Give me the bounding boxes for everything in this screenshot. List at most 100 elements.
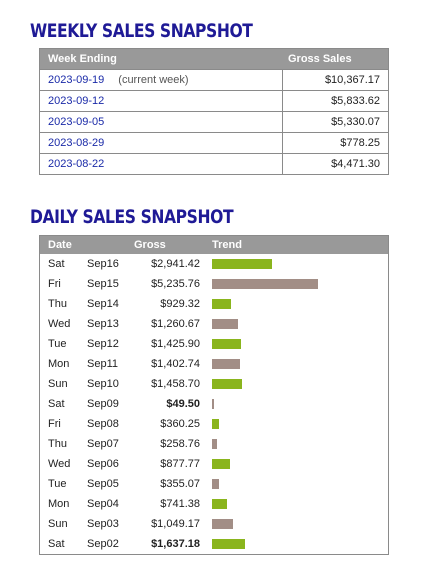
date-cell: Sep13 xyxy=(87,318,119,330)
date-cell: Sep03 xyxy=(87,518,119,530)
weekly-header-row: Week Ending Gross Sales xyxy=(39,48,389,70)
trend-cell xyxy=(206,294,389,314)
gross-cell: $258.76 xyxy=(160,438,200,450)
gross-cell: $355.07 xyxy=(160,478,200,490)
date-header: Date xyxy=(39,235,87,254)
trend-cell xyxy=(206,374,389,394)
week-date-cell: 2023-09-19 (current week) xyxy=(39,69,283,91)
date-cell: Sep12 xyxy=(87,338,119,350)
trend-bar xyxy=(212,379,242,390)
date-cell: Sep02 xyxy=(87,538,119,550)
week-date-link[interactable]: 2023-09-05 xyxy=(48,116,105,128)
day-cell: Tue xyxy=(48,478,67,490)
table-row: Fri Sep08 $360.25 xyxy=(40,414,389,434)
week-ending-header: Week Ending xyxy=(39,48,282,70)
date-cell: Sep07 xyxy=(87,438,119,450)
table-row: 2023-09-05 $5,330.07 xyxy=(39,111,389,133)
trend-cell xyxy=(206,334,389,354)
day-cell: Thu xyxy=(48,298,67,310)
week-date-link[interactable]: 2023-08-22 xyxy=(48,158,105,170)
week-date-link[interactable]: 2023-08-29 xyxy=(48,137,105,149)
week-date-cell: 2023-09-05 xyxy=(39,111,283,133)
table-row: Sat Sep09 $49.50 xyxy=(40,394,389,414)
day-cell: Mon xyxy=(48,498,70,510)
trend-bar xyxy=(212,399,214,410)
trend-cell xyxy=(206,254,389,274)
trend-bar xyxy=(212,339,241,350)
day-cell: Sun xyxy=(48,518,68,530)
gross-cell: $929.32 xyxy=(160,298,200,310)
gross-cell: $1,402.74 xyxy=(151,358,200,370)
trend-bar xyxy=(212,259,272,270)
date-cell: Sep16 xyxy=(87,258,119,270)
day-cell: Fri xyxy=(48,278,61,290)
date-cell: Sep11 xyxy=(87,358,118,370)
gross-cell: $1,260.67 xyxy=(151,318,200,330)
table-row: Tue Sep12 $1,425.90 xyxy=(40,334,389,354)
daily-section-title: DAILY SALES SNAPSHOT xyxy=(30,206,234,228)
day-cell: Mon xyxy=(48,358,70,370)
gross-cell: $741.38 xyxy=(160,498,200,510)
trend-bar xyxy=(212,279,318,290)
week-gross-cell: $4,471.30 xyxy=(282,153,389,175)
table-row: Fri Sep15 $5,235.76 xyxy=(40,274,389,294)
table-row: 2023-09-19 (current week) $10,367.17 xyxy=(39,69,389,91)
day-cell: Sun xyxy=(48,378,68,390)
trend-bar xyxy=(212,479,219,490)
gross-sales-header: Gross Sales xyxy=(282,48,389,70)
week-date-link[interactable]: 2023-09-19 xyxy=(48,74,105,86)
table-row: Wed Sep13 $1,260.67 xyxy=(40,314,389,334)
day-cell: Sat xyxy=(48,258,65,270)
table-row: Wed Sep06 $877.77 xyxy=(40,454,389,474)
day-cell: Thu xyxy=(48,438,67,450)
day-cell: Sat xyxy=(48,538,65,550)
gross-cell: $877.77 xyxy=(160,458,200,470)
gross-cell: $5,235.76 xyxy=(151,278,200,290)
week-gross-cell: $5,330.07 xyxy=(282,111,389,133)
daily-header-row: Date Gross Trend xyxy=(39,235,389,254)
trend-cell xyxy=(206,354,389,374)
table-row: Mon Sep11 $1,402.74 xyxy=(40,354,389,374)
trend-bar xyxy=(212,539,245,550)
current-week-note: (current week) xyxy=(118,74,189,86)
day-cell: Tue xyxy=(48,338,67,350)
date-cell: Sep06 xyxy=(87,458,119,470)
week-date-cell: 2023-08-29 xyxy=(39,132,283,154)
trend-bar xyxy=(212,459,230,470)
trend-cell xyxy=(206,534,389,555)
trend-cell xyxy=(206,514,389,534)
trend-bar xyxy=(212,439,217,450)
gross-cell: $1,049.17 xyxy=(151,518,200,530)
gross-cell: $360.25 xyxy=(160,418,200,430)
week-date-link[interactable]: 2023-09-12 xyxy=(48,95,105,107)
table-row: Sun Sep03 $1,049.17 xyxy=(40,514,389,534)
trend-bar xyxy=(212,519,233,530)
date-cell: Sep05 xyxy=(87,478,119,490)
date-cell: Sep14 xyxy=(87,298,119,310)
trend-cell xyxy=(206,474,389,494)
gross-cell: $2,941.42 xyxy=(151,258,200,270)
week-date-cell: 2023-08-22 xyxy=(39,153,283,175)
weekly-sales-table: Week Ending Gross Sales 2023-09-19 (curre… xyxy=(39,48,389,175)
week-gross-cell: $778.25 xyxy=(282,132,389,154)
table-row: 2023-08-22 $4,471.30 xyxy=(39,153,389,175)
day-cell: Wed xyxy=(48,458,71,470)
trend-cell xyxy=(206,274,389,294)
trend-cell xyxy=(206,394,389,414)
table-row: 2023-09-12 $5,833.62 xyxy=(39,90,389,112)
table-row: Mon Sep04 $741.38 xyxy=(40,494,389,514)
gross-header: Gross xyxy=(134,235,206,254)
trend-cell xyxy=(206,434,389,454)
table-row: Sat Sep02 $1,637.18 xyxy=(40,534,389,555)
week-gross-cell: $5,833.62 xyxy=(282,90,389,112)
table-row: Tue Sep05 $355.07 xyxy=(40,474,389,494)
gross-cell: $1,458.70 xyxy=(151,378,200,390)
trend-cell xyxy=(206,494,389,514)
table-row: Thu Sep07 $258.76 xyxy=(40,434,389,454)
trend-cell xyxy=(206,454,389,474)
gross-cell: $49.50 xyxy=(166,398,200,410)
trend-bar xyxy=(212,419,219,430)
table-row: 2023-08-29 $778.25 xyxy=(39,132,389,154)
trend-bar xyxy=(212,359,240,370)
date-header-spacer xyxy=(87,235,134,254)
